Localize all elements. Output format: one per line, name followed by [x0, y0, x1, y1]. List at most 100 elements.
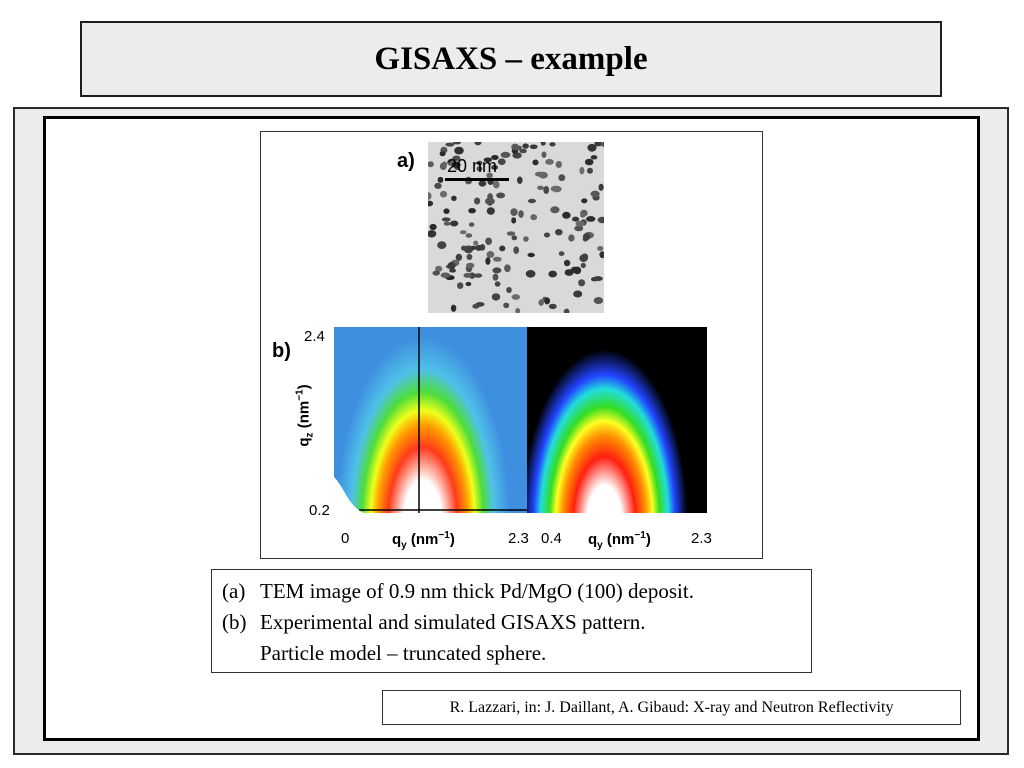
- tem-particle: [476, 166, 483, 172]
- tem-particle: [485, 257, 491, 265]
- tem-particle: [466, 253, 473, 260]
- tem-particle: [443, 208, 450, 214]
- beamstop-shadow: [334, 477, 527, 521]
- tem-particle: [486, 251, 495, 258]
- tem-particle: [549, 142, 556, 147]
- tem-particle: [593, 276, 603, 282]
- tem-particle: [499, 245, 506, 252]
- x-tick-right-start: 0.4: [541, 530, 562, 547]
- tem-particle: [544, 297, 551, 305]
- sim-bottom-band: [527, 513, 707, 521]
- tem-particle: [523, 236, 529, 242]
- tem-particle: [450, 220, 459, 227]
- x-axis-label-right: qy (nm−1): [588, 530, 651, 551]
- tem-particle: [491, 155, 499, 160]
- tem-particle: [492, 267, 502, 274]
- tem-particle: [492, 273, 499, 281]
- tem-particle: [457, 282, 464, 289]
- tem-particle: [525, 270, 536, 278]
- tem-particle: [594, 142, 602, 147]
- tem-particle: [452, 142, 462, 145]
- tem-particle: [493, 180, 500, 189]
- tem-particle: [550, 185, 561, 192]
- tem-particle: [451, 161, 461, 169]
- tem-particle: [575, 220, 585, 227]
- y-tick-bottom: 0.2: [309, 502, 330, 519]
- tem-particle: [590, 190, 600, 198]
- caption-line-a: (a) TEM image of 0.9 nm thick Pd/MgO (100…: [222, 579, 694, 603]
- x-tick-left-end: 2.3: [508, 530, 529, 547]
- tem-particle: [485, 197, 495, 205]
- y-tick-top: 2.4: [304, 328, 325, 345]
- tem-particle: [450, 304, 457, 312]
- tem-particle: [598, 183, 604, 191]
- x-tick-right-end: 2.3: [691, 530, 712, 547]
- tem-particle: [511, 235, 518, 241]
- tem-particle: [491, 164, 498, 170]
- tem-particle: [573, 290, 583, 298]
- x-axis-label-left: qy (nm−1): [392, 530, 455, 551]
- tem-particle: [428, 230, 437, 238]
- experimental-gisaxs-map: [334, 327, 527, 521]
- tem-particle: [486, 172, 493, 179]
- tem-particle: [543, 232, 551, 238]
- tem-particle: [470, 245, 477, 250]
- tem-particle: [449, 268, 456, 273]
- tem-particle: [439, 151, 446, 157]
- tem-particle: [439, 190, 448, 198]
- tem-particle: [496, 192, 506, 199]
- tem-particle: [584, 158, 594, 166]
- tem-particle: [562, 211, 571, 219]
- tem-particle: [545, 158, 554, 165]
- tem-particle: [563, 259, 571, 267]
- tem-particle: [428, 192, 432, 200]
- tem-particle: [555, 229, 563, 236]
- tem-particle: [478, 180, 487, 187]
- tem-particle: [586, 216, 596, 222]
- tem-particle: [511, 143, 519, 151]
- tem-particle: [474, 197, 481, 205]
- tem-particle: [440, 272, 451, 278]
- tem-particle: [593, 297, 604, 304]
- tem-particle: [493, 256, 502, 262]
- tem-particle: [579, 166, 585, 175]
- tem-particle: [466, 262, 475, 269]
- tem-particle: [476, 160, 483, 166]
- tem-image: [428, 142, 604, 313]
- slide-title: GISAXS – example: [374, 40, 648, 77]
- tem-particle: [437, 241, 447, 249]
- tem-particle: [541, 151, 547, 158]
- tem-particle: [517, 176, 523, 184]
- tem-particle: [537, 185, 544, 190]
- tem-particle: [581, 198, 588, 204]
- panel-a-label: a): [397, 150, 415, 172]
- tem-particle: [483, 157, 492, 163]
- tem-particle: [529, 144, 538, 150]
- tem-particle: [555, 161, 562, 168]
- tem-particle: [468, 208, 476, 214]
- tem-particle: [468, 222, 475, 227]
- tem-particle: [443, 221, 451, 226]
- tem-particle: [532, 159, 539, 166]
- tem-particle: [465, 281, 472, 287]
- tem-particle: [578, 279, 586, 287]
- tem-particle: [442, 161, 447, 169]
- tem-particle: [574, 225, 584, 232]
- tem-particle: [580, 262, 586, 269]
- tem-particle: [550, 206, 560, 214]
- tem-particle: [441, 217, 451, 222]
- tem-particle: [506, 231, 516, 236]
- reference-text: R. Lazzari, in: J. Daillant, A. Gibaud: …: [449, 698, 894, 716]
- tem-particle: [543, 186, 550, 194]
- tem-particle: [473, 240, 479, 246]
- tem-particle: [485, 237, 492, 245]
- tem-particle: [518, 210, 524, 218]
- tem-particle: [513, 246, 520, 254]
- tem-particle: [580, 213, 586, 218]
- tem-particle: [454, 146, 464, 155]
- x-tick-left-start: 0: [341, 530, 350, 547]
- tem-particle: [558, 251, 565, 256]
- tem-particle: [432, 270, 440, 276]
- tem-particle: [472, 303, 480, 309]
- tem-particle: [475, 244, 483, 251]
